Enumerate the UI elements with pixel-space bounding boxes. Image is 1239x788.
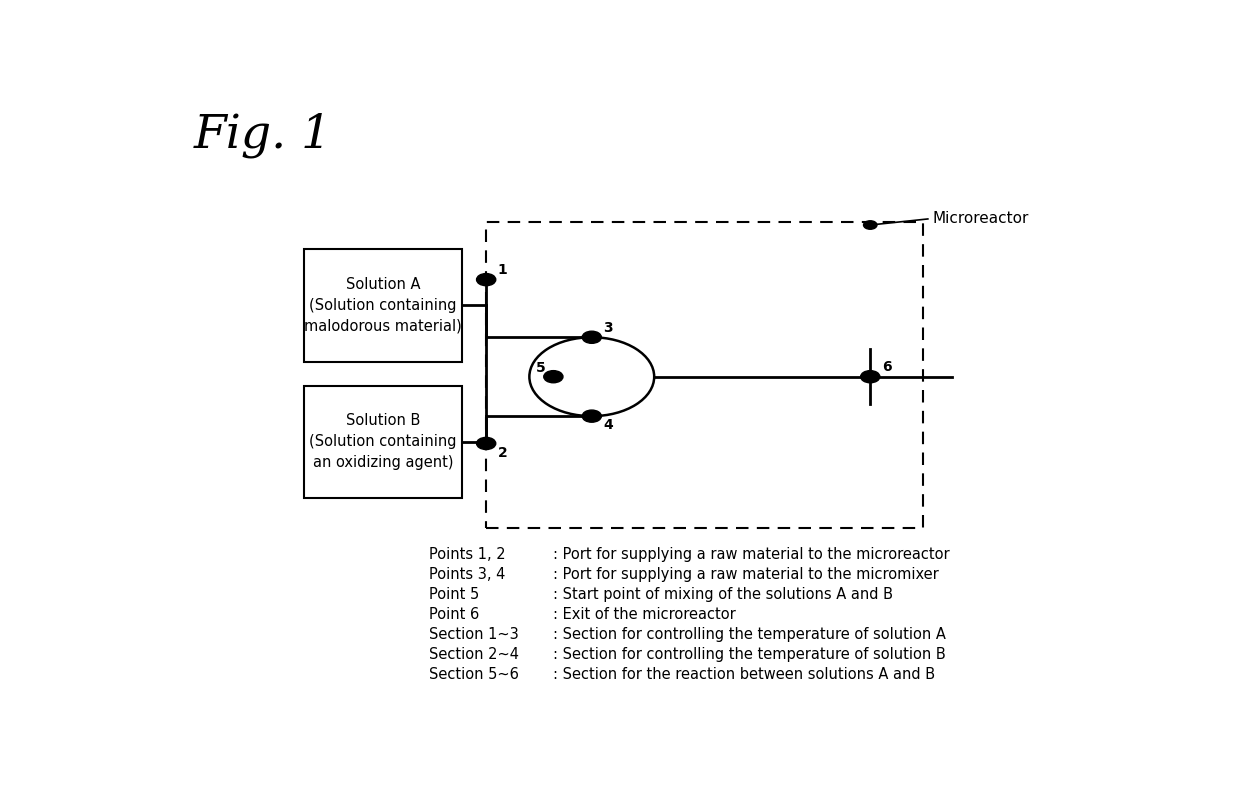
- Text: Section 2~4: Section 2~4: [429, 647, 519, 662]
- Circle shape: [864, 221, 877, 229]
- Text: 5: 5: [536, 361, 545, 375]
- Circle shape: [477, 273, 496, 286]
- Text: 2: 2: [498, 447, 508, 460]
- Text: Points 1, 2: Points 1, 2: [429, 547, 506, 562]
- Text: Section 5~6: Section 5~6: [429, 667, 518, 682]
- Text: Solution B
(Solution containing
an oxidizing agent): Solution B (Solution containing an oxidi…: [310, 414, 457, 470]
- Bar: [304, 386, 462, 498]
- Text: : Section for controlling the temperature of solution A: : Section for controlling the temperatur…: [554, 626, 947, 641]
- Circle shape: [529, 337, 654, 416]
- Text: 3: 3: [603, 322, 613, 336]
- Text: Point 6: Point 6: [429, 607, 478, 622]
- Text: : Section for the reaction between solutions A and B: : Section for the reaction between solut…: [554, 667, 935, 682]
- Text: : Exit of the microreactor: : Exit of the microreactor: [554, 607, 736, 622]
- Text: Points 3, 4: Points 3, 4: [429, 567, 506, 582]
- Text: Section 1~3: Section 1~3: [429, 626, 518, 641]
- Circle shape: [861, 370, 880, 383]
- Circle shape: [582, 410, 601, 422]
- Bar: [304, 249, 462, 362]
- Text: 6: 6: [882, 359, 891, 374]
- Text: Microreactor: Microreactor: [933, 211, 1030, 226]
- Text: Solution A
(Solution containing
malodorous material): Solution A (Solution containing malodoro…: [304, 277, 462, 334]
- Circle shape: [477, 437, 496, 449]
- Text: Point 5: Point 5: [429, 586, 478, 602]
- Circle shape: [544, 370, 563, 383]
- Text: : Port for supplying a raw material to the microreactor: : Port for supplying a raw material to t…: [554, 547, 950, 562]
- Text: 1: 1: [498, 262, 508, 277]
- Circle shape: [582, 331, 601, 344]
- Text: Fig. 1: Fig. 1: [193, 113, 332, 158]
- Text: : Port for supplying a raw material to the micromixer: : Port for supplying a raw material to t…: [554, 567, 939, 582]
- Text: : Section for controlling the temperature of solution B: : Section for controlling the temperatur…: [554, 647, 947, 662]
- Text: 4: 4: [603, 418, 613, 432]
- Text: : Start point of mixing of the solutions A and B: : Start point of mixing of the solutions…: [554, 586, 893, 602]
- Bar: [486, 222, 923, 529]
